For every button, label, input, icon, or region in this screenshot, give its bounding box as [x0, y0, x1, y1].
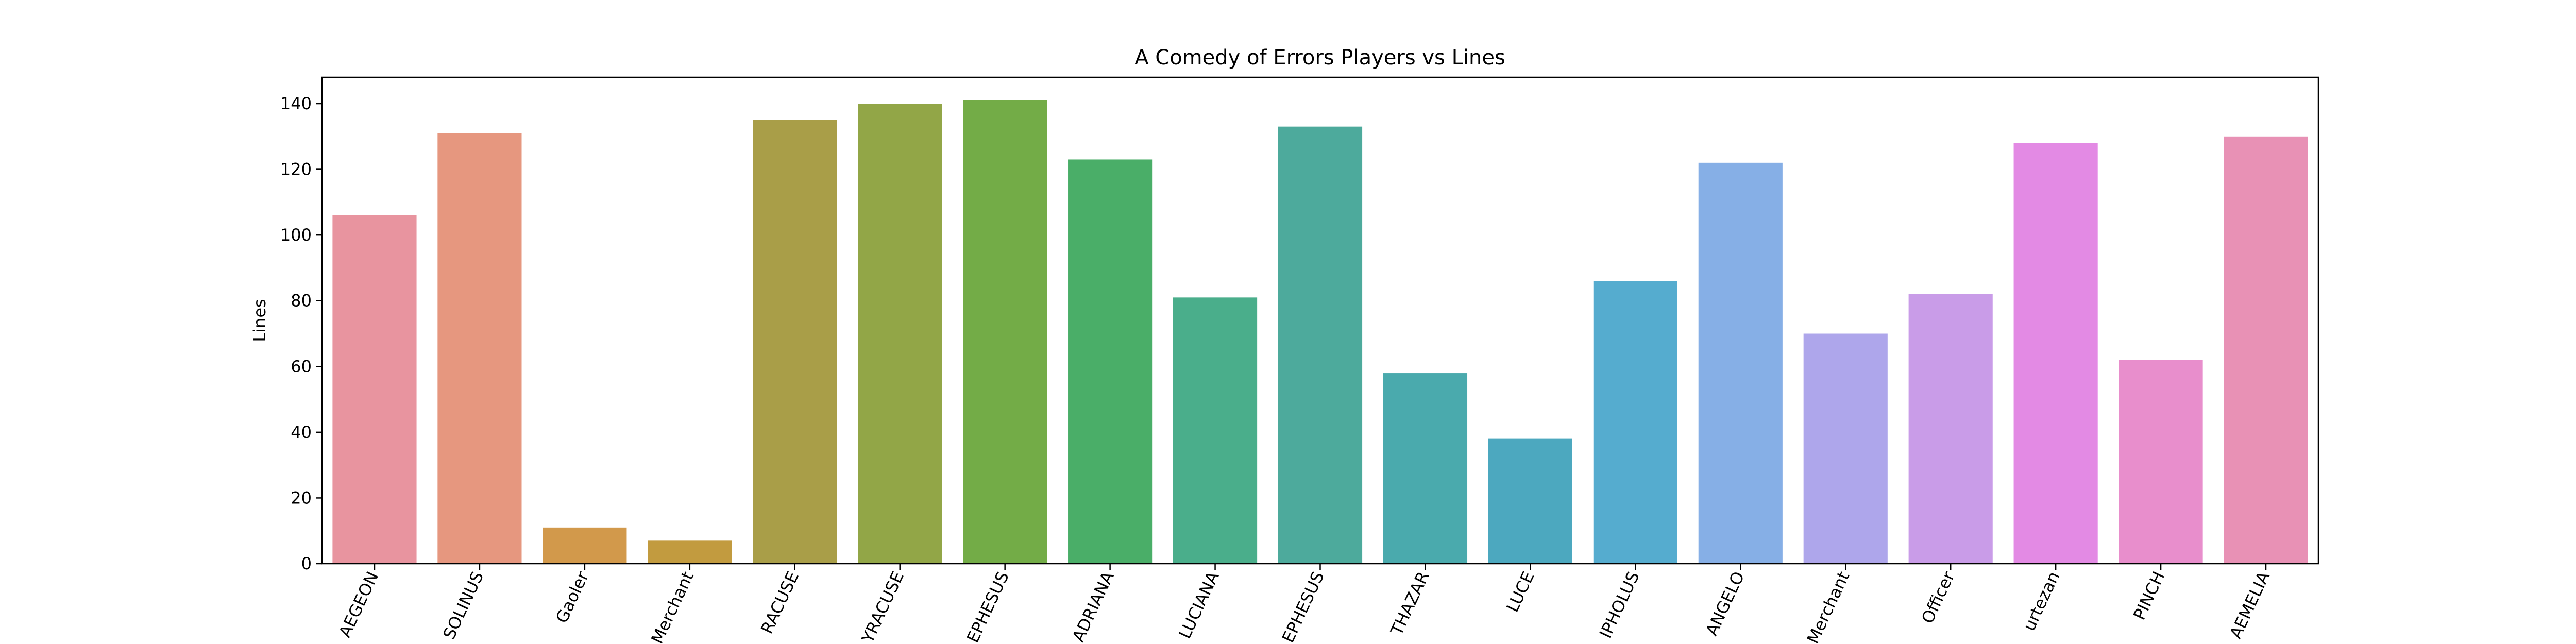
bar — [2119, 360, 2203, 564]
x-tick-label: Officer — [1918, 568, 1959, 626]
bar — [1593, 281, 1677, 564]
y-tick-label: 100 — [280, 225, 312, 245]
bar — [858, 104, 942, 564]
chart-title: A Comedy of Errors Players vs Lines — [1134, 46, 1505, 70]
bar — [332, 215, 417, 564]
y-tick-label: 140 — [280, 94, 312, 113]
bar — [1698, 162, 1783, 564]
x-tick-label: Gaoler — [552, 568, 592, 626]
y-axis-label: Lines — [250, 299, 269, 342]
bar — [648, 540, 732, 564]
y-tick-label: 0 — [301, 554, 312, 573]
x-tick-label: AEMELIA — [2226, 568, 2274, 641]
x-tick-label: ADRIANA — [1069, 568, 1118, 644]
bar — [1803, 333, 1888, 564]
x-tick-label: EPHESUS — [1278, 568, 1328, 644]
x-tick-label: urtezan — [2019, 568, 2063, 634]
bar — [1068, 159, 1153, 564]
bar — [1383, 373, 1468, 564]
x-tick-label: YRACUSE — [858, 568, 908, 644]
bar — [1173, 297, 1258, 564]
x-tick-label: THAZAR — [1386, 568, 1433, 638]
y-tick-label: 20 — [291, 488, 312, 507]
x-tick-label: SOLINUS — [439, 568, 487, 642]
bar — [2013, 143, 2098, 564]
bar — [753, 120, 837, 564]
x-tick-label: Merchant — [1803, 568, 1854, 644]
bar — [437, 133, 522, 564]
x-tick-label: LUCE — [1502, 568, 1538, 615]
x-tick-label: PINCH — [2129, 568, 2168, 623]
y-tick-label: 80 — [291, 291, 312, 311]
x-tick-label: RACUSE — [757, 568, 803, 637]
bar — [963, 100, 1047, 564]
y-tick-label: 40 — [291, 422, 312, 442]
x-tick-label: LUCIANA — [1175, 568, 1223, 641]
x-tick-label: ANGELO — [1702, 568, 1749, 638]
axes-frame — [321, 76, 2319, 565]
x-tick-label: IPHOLUS — [1596, 568, 1643, 641]
bar — [2224, 136, 2308, 564]
bar — [1278, 126, 1363, 564]
y-tick-label: 60 — [291, 357, 312, 376]
x-tick-label: Merchant — [647, 568, 698, 644]
bar — [1488, 438, 1572, 564]
bar — [543, 527, 627, 564]
x-tick-label: AEGEON — [335, 568, 382, 640]
bar — [1908, 294, 1993, 564]
x-tick-label: EPHESUS — [963, 568, 1013, 644]
y-tick-label: 120 — [280, 160, 312, 179]
